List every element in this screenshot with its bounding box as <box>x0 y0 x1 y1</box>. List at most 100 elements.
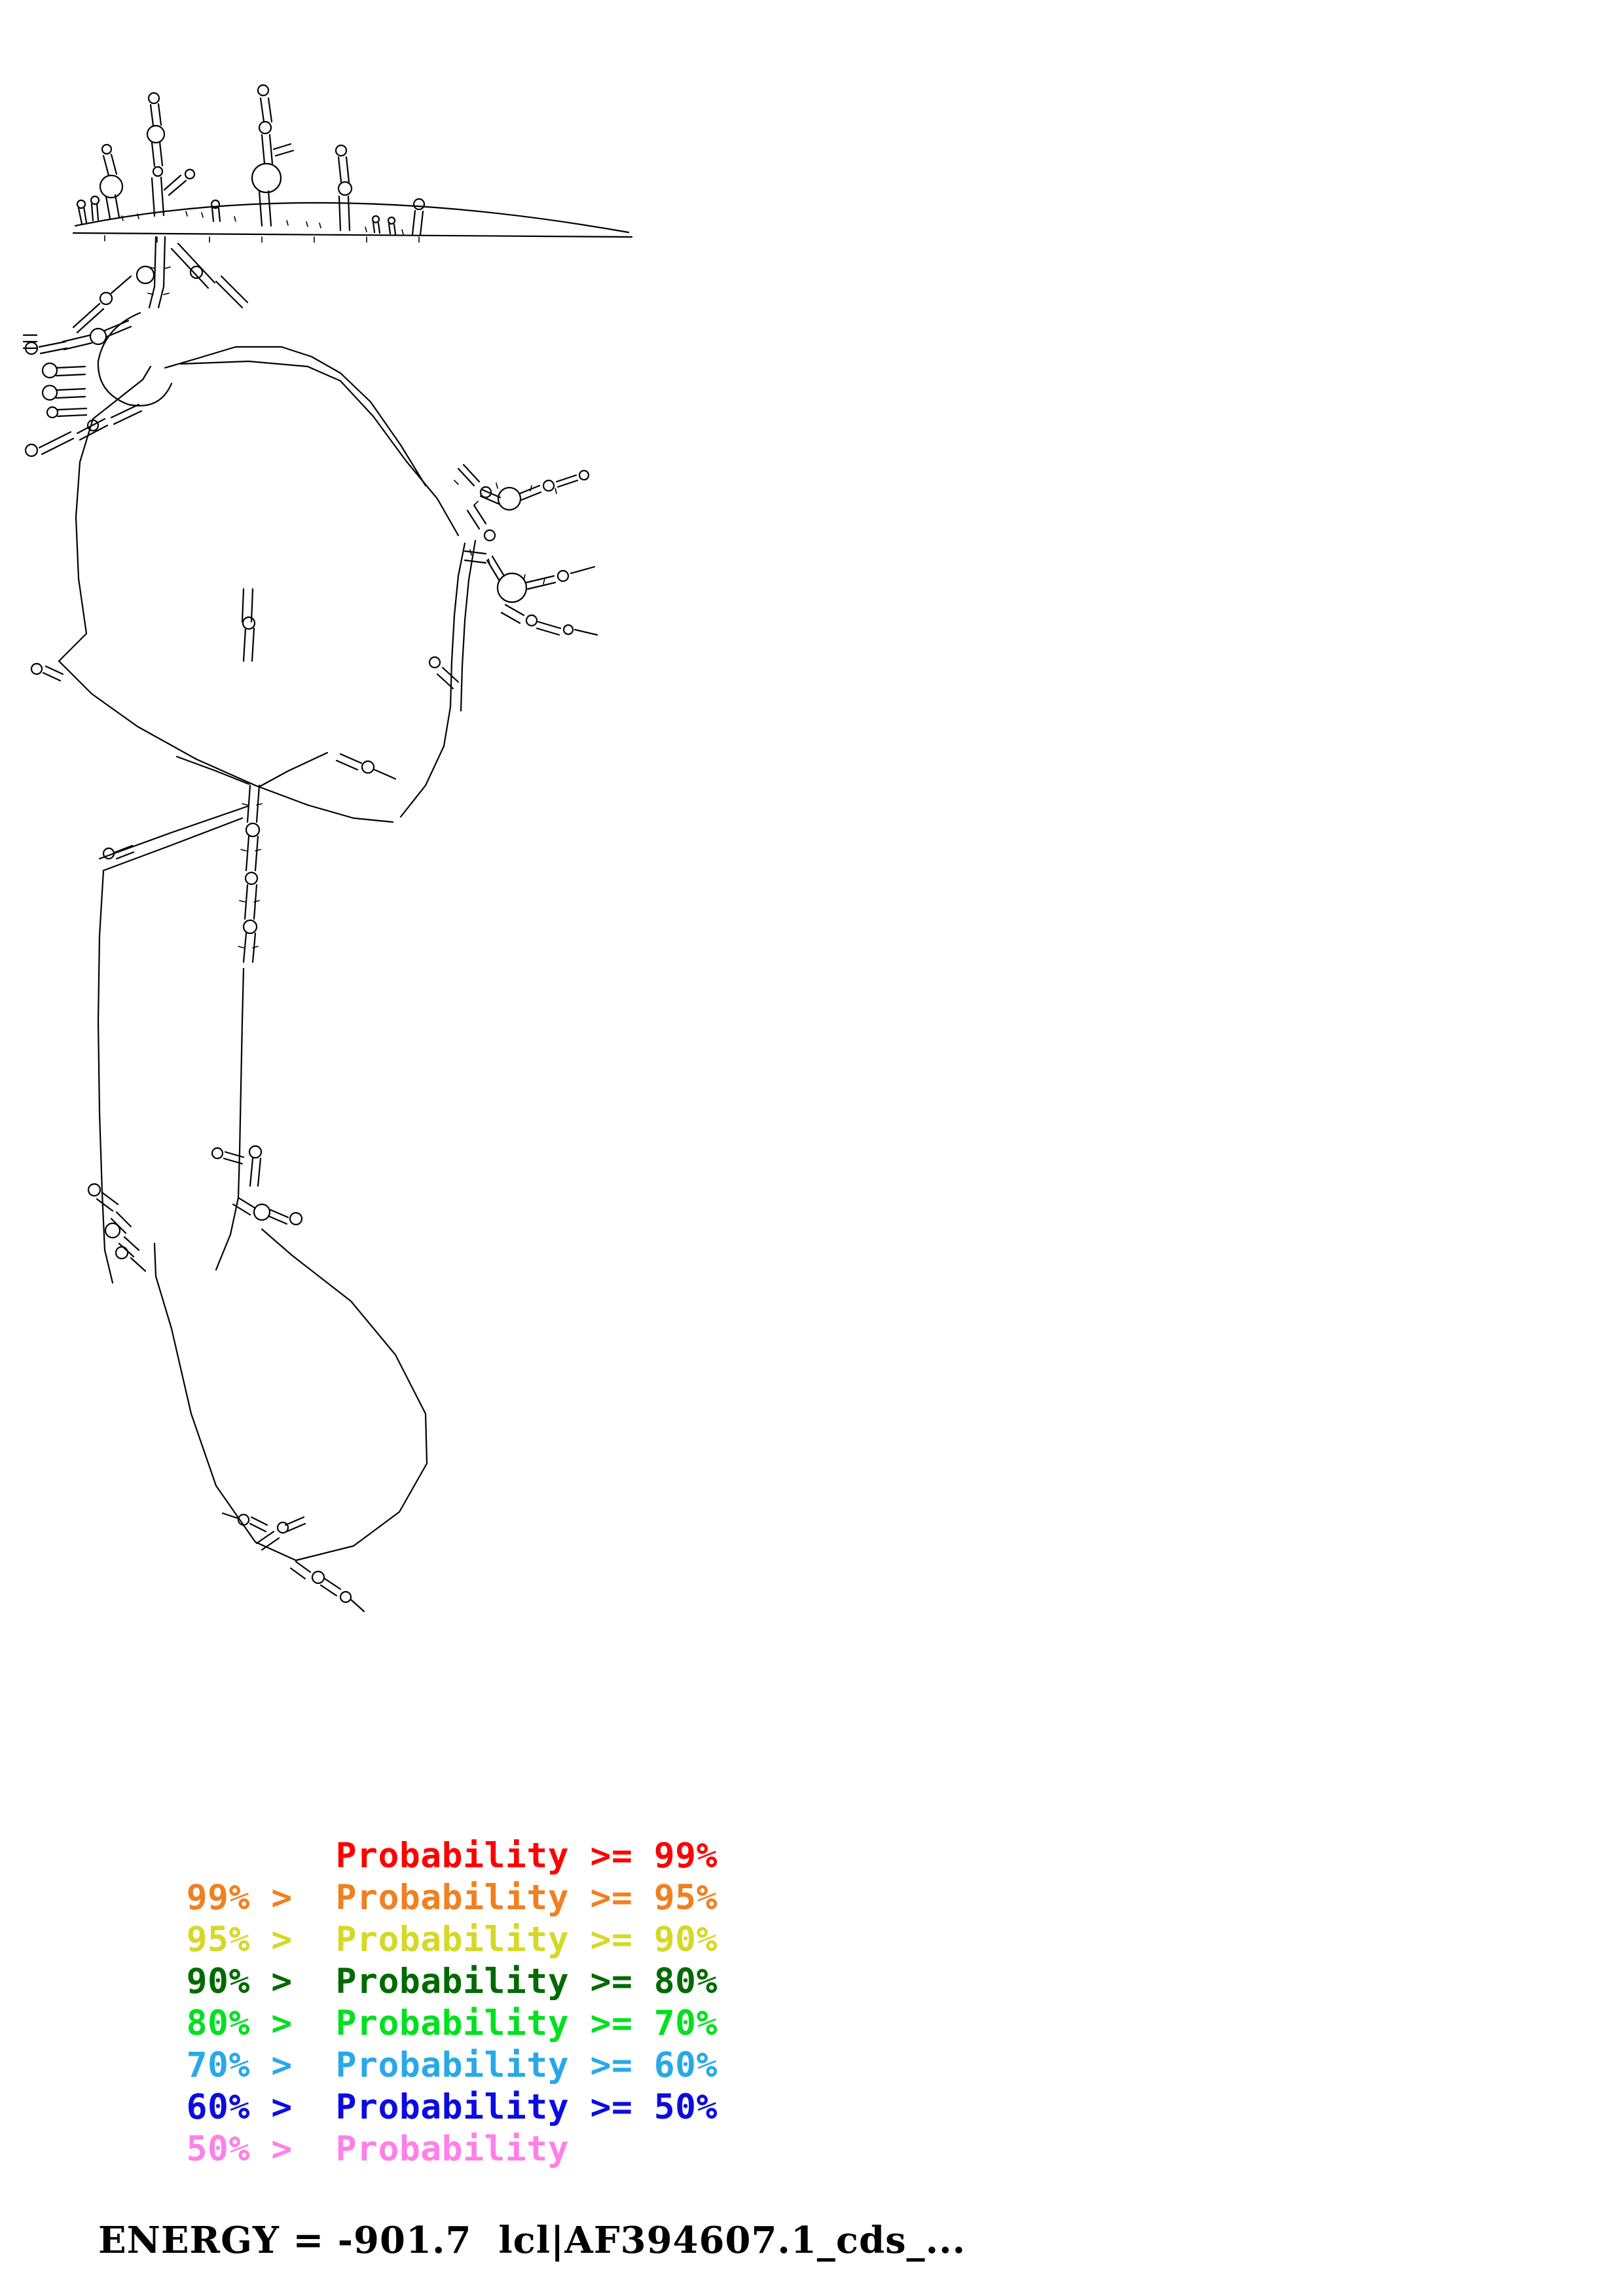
legend-row-95-90: 95% > Probability >= 90% <box>0 1877 1623 1960</box>
mid-hairpin-left-loop <box>30 662 43 675</box>
hairpin-c-stem2 <box>151 141 164 168</box>
hairpin-a2-loop <box>90 195 100 206</box>
legend-left-5: 70% > <box>186 2045 293 2085</box>
legend-body-5: Probability >= 60% <box>335 2045 718 2085</box>
right-c2-down <box>500 603 525 624</box>
center-branch-up-left <box>175 755 250 785</box>
mid-hairpin-right-loop <box>428 656 441 669</box>
bl-cluster-stem2 <box>110 1211 132 1234</box>
connector-left-down <box>101 1191 114 1284</box>
center-helix-3-loop <box>242 919 258 935</box>
connector-center-down <box>215 1196 240 1271</box>
hairpin-f-stem <box>338 195 351 232</box>
left-rect-loop-right <box>237 967 245 1199</box>
center-branch-up-right <box>258 751 329 788</box>
rect-hairpin-b-tail <box>373 768 397 780</box>
stalk-top-left <box>153 236 166 288</box>
mid-hairpin-left <box>42 665 64 682</box>
bottom-term3-loop <box>237 1513 250 1526</box>
right-c2-stem2 <box>486 555 505 581</box>
diag-helix-1 <box>170 242 216 289</box>
hairpin-c-bulge1 <box>152 166 164 177</box>
right-c1-down-loop <box>483 529 496 542</box>
legend-body-1: Probability >= 95% <box>335 1878 718 1918</box>
hairpin-a-loop <box>76 199 86 209</box>
bottom-term2-arm-loop <box>339 1590 352 1604</box>
rect-hairpin-b-loop <box>361 760 375 774</box>
right-c1-arm3 <box>555 474 579 488</box>
left-ladder-marks <box>22 334 38 350</box>
legend-left-1: 99% > <box>186 1878 293 1918</box>
stalk-bulge-left <box>136 265 155 285</box>
legend-left-6: 60% > <box>186 2087 293 2127</box>
rna-structure-plot <box>22 84 633 1613</box>
hairpin-b-loop <box>101 143 113 155</box>
left-rect-loop-top <box>102 817 244 872</box>
left-fan-h4-loop <box>41 362 58 379</box>
bl-cluster-stem <box>96 1191 119 1212</box>
hairpin-e-loop <box>257 84 270 97</box>
left-balloon-loop <box>97 312 173 407</box>
hairpin-c-stem <box>151 176 165 217</box>
hairpin-g-loop <box>371 215 380 224</box>
hairpin-i-loop <box>412 198 426 211</box>
bottom-term3-stem <box>249 1516 268 1533</box>
hairpin-c-loop <box>147 92 160 105</box>
rect-hairpin-b <box>335 753 363 771</box>
hub-up-loop <box>248 1145 263 1159</box>
bottom-term2-stem <box>289 1560 312 1580</box>
hairpin-h-loop <box>387 216 396 225</box>
bl-cluster-loop2 <box>104 1222 121 1239</box>
right-c2-down-loop <box>525 614 538 627</box>
hairpin-c-bulge2 <box>146 124 166 144</box>
left-fan-h6-loop <box>46 406 59 419</box>
hairpin-g-stem <box>372 221 381 234</box>
legend-row-80-70: 80% > Probability >= 70% <box>0 1961 1623 2043</box>
legend-row-90-80: 90% > Probability >= 80% <box>0 1919 1623 2001</box>
mid-stem-1 <box>242 627 255 662</box>
mid-stem-1-loop <box>242 616 256 630</box>
right-c2-arm-loop <box>556 569 570 583</box>
right-c1-bigloop <box>497 486 522 511</box>
hairpin-f-stem2 <box>337 156 350 183</box>
bottom-term-stem <box>255 1530 280 1551</box>
outer-top-boundary <box>164 346 427 487</box>
mid-loop-right <box>399 706 452 818</box>
probability-legend: Probability >= 99% 99% > Probability >= 9… <box>0 1793 1623 2169</box>
hairpin-c-branch-loop <box>184 168 196 180</box>
bl-cluster-loop3 <box>115 1246 129 1260</box>
outer-left-boundary <box>58 365 152 662</box>
bottom-left-run3 <box>110 403 143 425</box>
hairpin-f-loop <box>335 144 348 157</box>
legend-body-6: Probability >= 50% <box>335 2087 718 2127</box>
right-c2-down-tail <box>574 628 598 636</box>
rna-backbone-group <box>22 84 633 1613</box>
legend-row-60-50: 60% > Probability >= 50% <box>0 2045 1623 2127</box>
center-helix-2 <box>245 835 259 872</box>
bottom-term2-arm <box>319 1577 342 1597</box>
right-c1-arm <box>479 488 501 505</box>
hairpin-e-bulge2 <box>258 120 272 135</box>
hub-arm-right-loop <box>289 1211 303 1226</box>
left-fan-h5-loop <box>41 384 58 401</box>
center-helix-1 <box>246 784 261 823</box>
hairpin-b-stem2 <box>102 153 118 177</box>
rect-hairpin-a <box>114 844 135 860</box>
hairpin-b-stem <box>105 194 120 220</box>
hub-up-stem <box>249 1157 262 1187</box>
hairpin-e-stem <box>258 190 272 227</box>
right-c2-bigloop <box>496 572 528 603</box>
right-c1-loop <box>479 486 492 499</box>
right-c1-arm2 <box>519 484 542 501</box>
bottom-term2-loop <box>311 1570 325 1585</box>
bottom-heptagon <box>153 1228 428 1562</box>
right-c1-arm2-loop <box>542 479 555 492</box>
left-rect-loop-left <box>97 869 105 1194</box>
hairpin-e-bulge <box>251 162 282 194</box>
hairpin-e-stem3 <box>259 97 273 123</box>
right-c1-arm3-loop <box>578 469 590 481</box>
legend-row-99-95: 99% > Probability >= 95% <box>0 1835 1623 1918</box>
legend-body-0: Probability >= 99% <box>335 1836 718 1876</box>
hub-up-arm-loop <box>211 1147 224 1160</box>
right-c1-stem <box>457 463 481 487</box>
